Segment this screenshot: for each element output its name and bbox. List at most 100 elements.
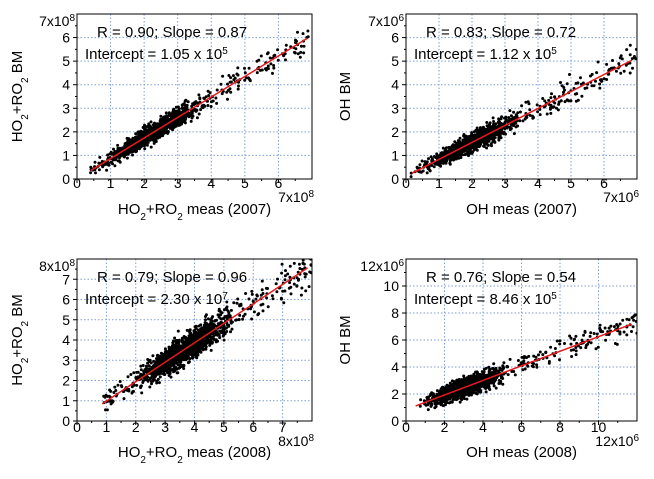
scatter-point [609,324,613,328]
scatter-point [221,334,225,338]
scatter-point [116,159,120,163]
scatter-point [541,97,545,100]
y-tick-label: 2 [391,124,399,140]
scatter-point [628,71,632,75]
scatter-point [522,355,526,358]
annotation-intercept: Intercept = 2.30 x 107 [85,291,228,309]
scatter-point [589,341,593,345]
scatter-point [488,136,491,140]
scatter-point [453,143,457,147]
scatter-point [569,348,573,352]
scatter-point [545,112,549,116]
scatter-point [198,96,202,100]
scatter-point [446,156,450,160]
scatter-point [432,155,436,158]
scatter-point [433,401,437,404]
scatter-point [205,336,208,340]
scatter-point [464,148,468,152]
scatter-point [449,149,453,153]
scatter-point [430,164,434,167]
scatter-point [457,142,461,146]
scatter-point [589,331,593,335]
x-tick-label: 5 [567,175,575,191]
scatter-point [612,325,616,329]
scatter-point [187,111,191,115]
scatter-point [569,336,573,340]
scatter-point [630,330,633,333]
scatter-points [418,313,637,412]
scatter-point [89,165,93,169]
scatter-point [274,282,278,286]
scatter-point [97,168,101,172]
scatter-point [216,333,220,337]
scatter-point [307,285,311,289]
x-tick-label: 2 [468,175,476,191]
scatter-point [203,342,207,346]
scatter-point [467,137,471,141]
scatter-point [98,155,102,159]
scatter-point [296,30,299,34]
scatter-point [484,373,488,377]
scatter-point [192,353,196,357]
scatter-point [225,317,229,321]
scatter-point [579,76,582,80]
annotation-r-slope: R = 0.79; Slope = 0.96 [97,269,247,286]
scatter-point [194,337,198,341]
scatter-point [465,397,469,401]
scatter-point [143,126,147,130]
scatter-point [611,59,614,62]
scatter-point [448,385,452,389]
scatter-point [191,355,195,359]
scatter-point [105,168,109,172]
scatter-point [558,339,562,343]
scatter-point [598,82,602,86]
scatter-point [101,164,105,168]
scatter-point [255,71,259,75]
scatter-point [165,117,169,121]
scatter-point [302,51,306,55]
scatter-point [547,360,551,363]
scatter-point [547,98,551,102]
scatter-point [580,94,584,98]
scatter-point [625,48,629,52]
scatter-point [288,264,292,268]
scatter-point [465,141,469,145]
scatter-point [576,98,580,102]
x-tick-label: 4 [191,419,199,435]
scatter-point [232,78,236,82]
scatter-point [106,161,110,165]
scatter-point [141,381,145,384]
scatter-point [456,139,460,143]
scatter-point [174,344,178,348]
y-axis-label: HO2+RO2 BM [9,51,31,143]
scatter-point [491,367,495,370]
scatter-point [568,73,571,76]
y-axis-multiplier-exponent: 8 [69,258,75,269]
scatter-point [501,122,505,126]
scatter-point [299,50,303,54]
scatter-point [501,365,505,369]
scatter-point [166,114,170,118]
scatter-point [581,81,585,85]
scatter-point [194,109,198,113]
scatter-point [167,374,171,377]
scatter-point [165,350,169,353]
scatter-point [549,106,552,110]
y-tick-label: 2 [62,124,70,140]
scatter-point [592,84,596,88]
scatter-point [306,29,310,33]
label-part: HO [9,120,26,143]
scatter-point [229,90,233,94]
scatter-point [180,354,184,358]
scatter-point [479,139,483,143]
scatter-point [552,105,556,109]
scatter-point [418,404,422,408]
scatter-point [418,163,422,167]
scatter-point [193,344,197,348]
scatter-point [469,377,473,381]
x-axis-label: HO2+RO2 meas (2008) [118,444,271,466]
scatter-point [216,313,220,317]
scatter-point [130,385,134,389]
scatter-point [598,78,602,82]
